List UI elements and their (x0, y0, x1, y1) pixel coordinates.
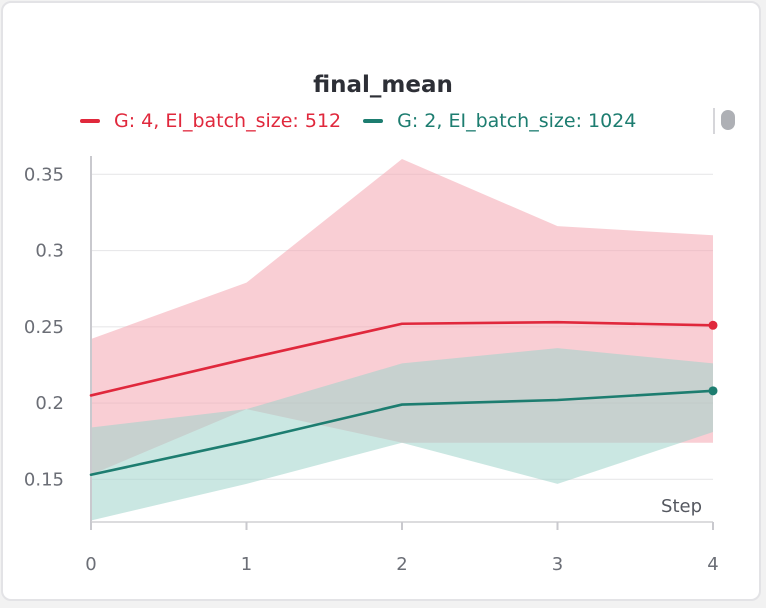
legend-swatch-series-2 (363, 119, 384, 123)
y-tick-label: 0.15 (24, 469, 64, 490)
series-end-point (708, 320, 718, 330)
legend-item-series-2[interactable]: G: 2, EI_batch_size: 1024 (363, 110, 636, 132)
legend-toggle-icon[interactable] (713, 108, 739, 134)
x-axis-label: Step (661, 496, 702, 517)
x-tick-label: 0 (85, 554, 96, 575)
chart-legend: G: 4, EI_batch_size: 512 G: 2, EI_batch_… (80, 110, 658, 132)
y-tick-label: 0.35 (24, 164, 64, 185)
y-tick-label: 0.3 (35, 241, 64, 262)
y-tick-label: 0.25 (24, 317, 64, 338)
x-tick-label: 2 (396, 554, 407, 575)
x-tick-label: 3 (552, 554, 563, 575)
y-tick-label: 0.2 (35, 393, 64, 414)
series-line (89, 320, 715, 397)
series-end-point (708, 386, 718, 396)
toggle-knob (721, 110, 735, 130)
chart-title: final_mean (313, 72, 453, 98)
x-tick-label: 1 (241, 554, 252, 575)
series-line (89, 389, 715, 477)
legend-label-series-2: G: 2, EI_batch_size: 1024 (397, 110, 637, 132)
legend-item-series-1[interactable]: G: 4, EI_batch_size: 512 (80, 110, 341, 132)
x-tick-label: 4 (707, 554, 718, 575)
legend-label-series-1: G: 4, EI_batch_size: 512 (114, 110, 342, 132)
legend-swatch-series-1 (80, 119, 100, 123)
series-band (91, 348, 713, 521)
